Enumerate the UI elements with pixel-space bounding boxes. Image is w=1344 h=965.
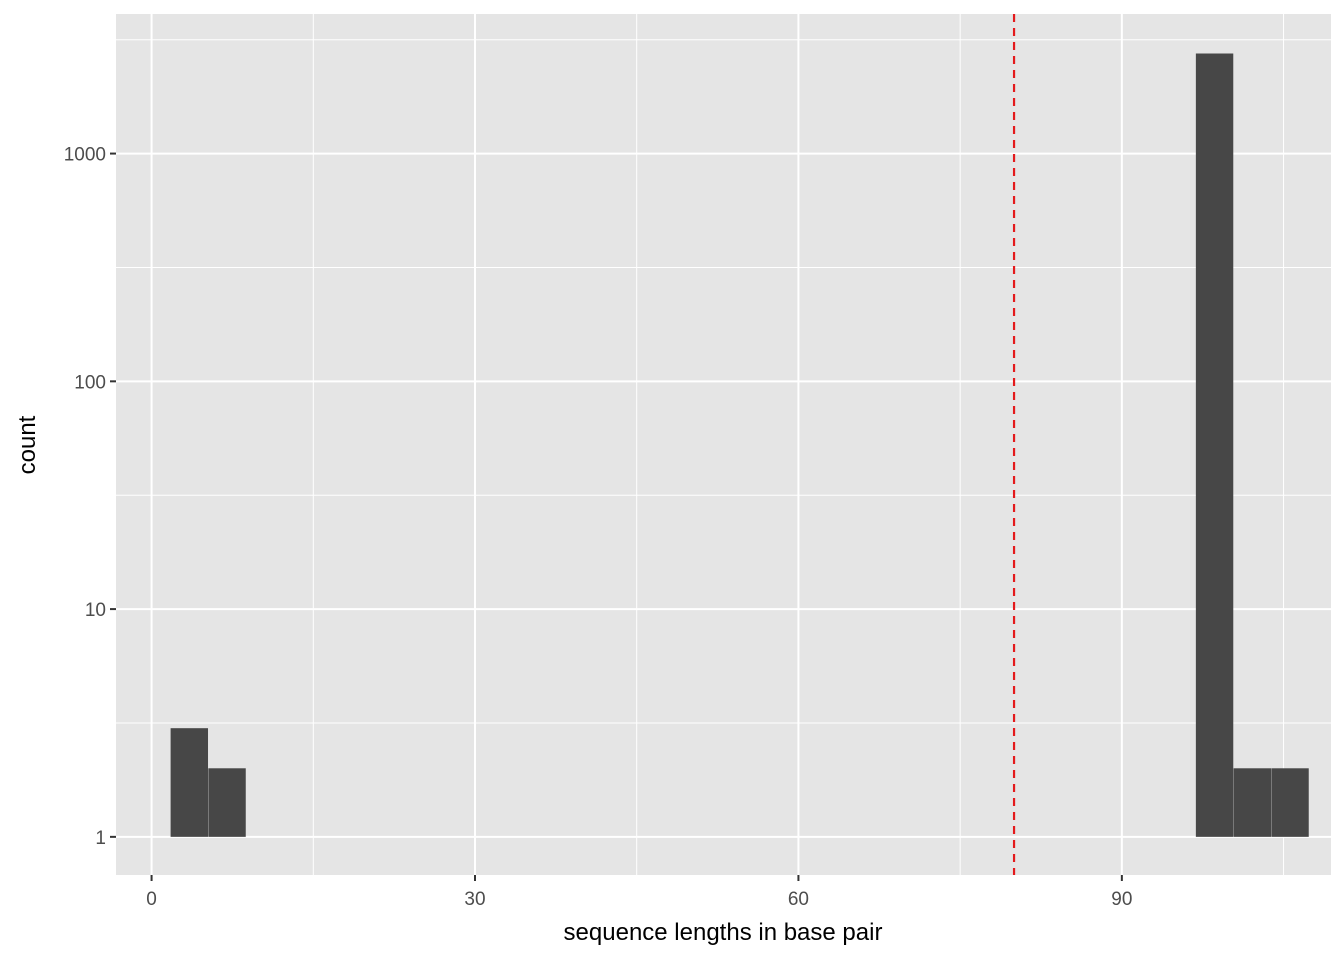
x-tick-label: 0: [146, 889, 157, 910]
x-tick-label: 30: [464, 889, 485, 910]
histogram-bar: [1233, 768, 1272, 837]
y-axis-ticks: 1 10 100 1000: [64, 145, 116, 849]
plot-panel: [116, 14, 1331, 875]
y-axis-label: count: [14, 415, 41, 474]
y-tick-label: 100: [74, 372, 106, 393]
bars: [170, 53, 1309, 837]
major-gridlines: [116, 14, 1331, 875]
x-axis-ticks: 0 30 60 90: [146, 875, 1132, 910]
y-tick-label: 1000: [64, 145, 106, 166]
y-tick-label: 1: [95, 828, 106, 849]
x-tick-label: 90: [1111, 889, 1132, 910]
y-tick-label: 10: [85, 600, 106, 621]
histogram-bar: [208, 768, 246, 837]
histogram-bar: [1195, 53, 1234, 837]
x-axis-label: sequence lengths in base pair: [564, 919, 883, 946]
histogram-bar: [1271, 768, 1309, 837]
minor-gridlines: [116, 14, 1331, 875]
x-tick-label: 60: [788, 889, 809, 910]
histogram-bar: [170, 728, 209, 837]
